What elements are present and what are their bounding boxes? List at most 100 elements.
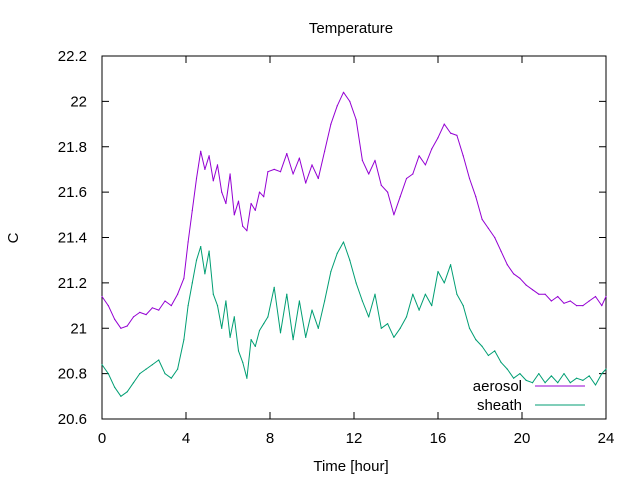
- data-point-sheath: [601, 373, 603, 375]
- data-point-sheath: [450, 264, 452, 266]
- data-point-aerosol: [475, 196, 477, 198]
- data-point-aerosol: [437, 137, 439, 139]
- data-point-aerosol: [544, 293, 546, 295]
- data-point-aerosol: [399, 196, 401, 198]
- data-point-sheath: [212, 293, 214, 295]
- data-point-aerosol: [576, 305, 578, 307]
- data-point-sheath: [594, 384, 597, 386]
- data-point-sheath: [305, 336, 307, 338]
- data-point-aerosol: [120, 327, 122, 329]
- data-point-aerosol: [569, 300, 571, 302]
- data-point-sheath: [456, 293, 458, 295]
- y-tick-label: 20.6: [58, 411, 87, 428]
- data-point-aerosol: [355, 118, 357, 121]
- data-point-sheath: [286, 293, 288, 295]
- data-point-sheath: [233, 316, 235, 318]
- data-point-sheath: [380, 327, 382, 329]
- data-point-aerosol: [349, 100, 351, 102]
- data-point-aerosol: [418, 155, 420, 157]
- data-point-sheath: [494, 350, 496, 352]
- data-point-aerosol: [374, 159, 376, 161]
- data-point-aerosol: [412, 173, 414, 175]
- data-point-aerosol: [208, 155, 210, 157]
- data-point-sheath: [361, 300, 363, 302]
- data-point-aerosol: [368, 173, 370, 175]
- data-point-aerosol: [393, 214, 395, 216]
- data-point-aerosol: [324, 150, 326, 152]
- data-point-aerosol: [361, 159, 363, 161]
- data-point-aerosol: [462, 155, 464, 157]
- data-point-aerosol: [242, 225, 244, 227]
- data-point-aerosol: [183, 277, 185, 279]
- data-point-sheath: [582, 379, 584, 381]
- data-point-sheath: [424, 293, 426, 295]
- data-point-sheath: [273, 286, 275, 288]
- data-point-aerosol: [212, 180, 214, 182]
- data-point-aerosol: [204, 168, 206, 170]
- data-point-aerosol: [601, 305, 603, 307]
- data-point-sheath: [576, 377, 578, 379]
- data-point-sheath: [246, 377, 248, 379]
- data-point-aerosol: [191, 209, 193, 211]
- data-point-sheath: [177, 368, 179, 370]
- data-point-sheath: [355, 282, 357, 284]
- data-point-aerosol: [151, 307, 153, 309]
- data-point-sheath: [418, 309, 420, 311]
- x-tick-label: 16: [430, 430, 447, 447]
- legend-label-sheath: sheath: [477, 397, 522, 414]
- data-point-aerosol: [225, 202, 227, 205]
- data-point-aerosol: [468, 177, 471, 180]
- data-point-sheath: [101, 364, 103, 366]
- data-point-sheath: [374, 293, 376, 295]
- x-tick-label: 0: [98, 430, 106, 447]
- data-point-sheath: [605, 368, 607, 370]
- data-point-sheath: [191, 282, 193, 284]
- data-point-aerosol: [456, 134, 458, 136]
- data-point-sheath: [330, 270, 332, 273]
- data-point-sheath: [336, 252, 338, 254]
- data-point-sheath: [204, 273, 206, 275]
- data-point-sheath: [107, 373, 109, 375]
- data-point-aerosol: [267, 171, 269, 173]
- data-point-sheath: [298, 300, 300, 302]
- data-point-aerosol: [114, 318, 116, 320]
- data-point-sheath: [195, 259, 198, 261]
- data-point-aerosol: [594, 295, 597, 298]
- data-point-sheath: [368, 316, 370, 318]
- x-tick-label: 12: [346, 430, 363, 447]
- data-point-aerosol: [336, 105, 338, 107]
- data-point-sheath: [250, 339, 252, 341]
- x-axis-label: Time [hour]: [313, 458, 388, 475]
- data-point-sheath: [237, 350, 240, 352]
- data-point-sheath: [158, 359, 160, 361]
- data-point-aerosol: [431, 148, 433, 150]
- y-tick-label: 21.6: [58, 184, 87, 201]
- data-point-sheath: [114, 386, 116, 388]
- data-point-sheath: [506, 368, 508, 370]
- series-line-sheath: [101, 241, 607, 397]
- data-point-sheath: [588, 375, 590, 377]
- data-point-aerosol: [481, 218, 483, 220]
- data-point-aerosol: [170, 305, 172, 307]
- data-point-aerosol: [292, 173, 294, 175]
- data-point-sheath: [519, 373, 521, 375]
- data-point-aerosol: [229, 173, 231, 175]
- legend: aerosol sheath: [473, 378, 585, 414]
- data-point-sheath: [183, 339, 185, 341]
- x-tick-label: 24: [598, 430, 615, 447]
- y-tick-label: 21.2: [58, 275, 87, 292]
- data-point-sheath: [399, 327, 401, 329]
- data-point-sheath: [132, 382, 135, 384]
- data-point-sheath: [393, 336, 395, 338]
- data-point-aerosol: [582, 305, 584, 307]
- data-point-sheath: [525, 379, 527, 381]
- data-point-sheath: [120, 395, 122, 397]
- data-point-aerosol: [221, 191, 223, 193]
- data-point-aerosol: [279, 171, 282, 173]
- data-point-aerosol: [506, 264, 508, 266]
- y-tick-label: 21.4: [58, 230, 87, 247]
- data-point-aerosol: [216, 164, 219, 166]
- data-point-aerosol: [342, 91, 345, 93]
- series-line-aerosol: [101, 91, 607, 329]
